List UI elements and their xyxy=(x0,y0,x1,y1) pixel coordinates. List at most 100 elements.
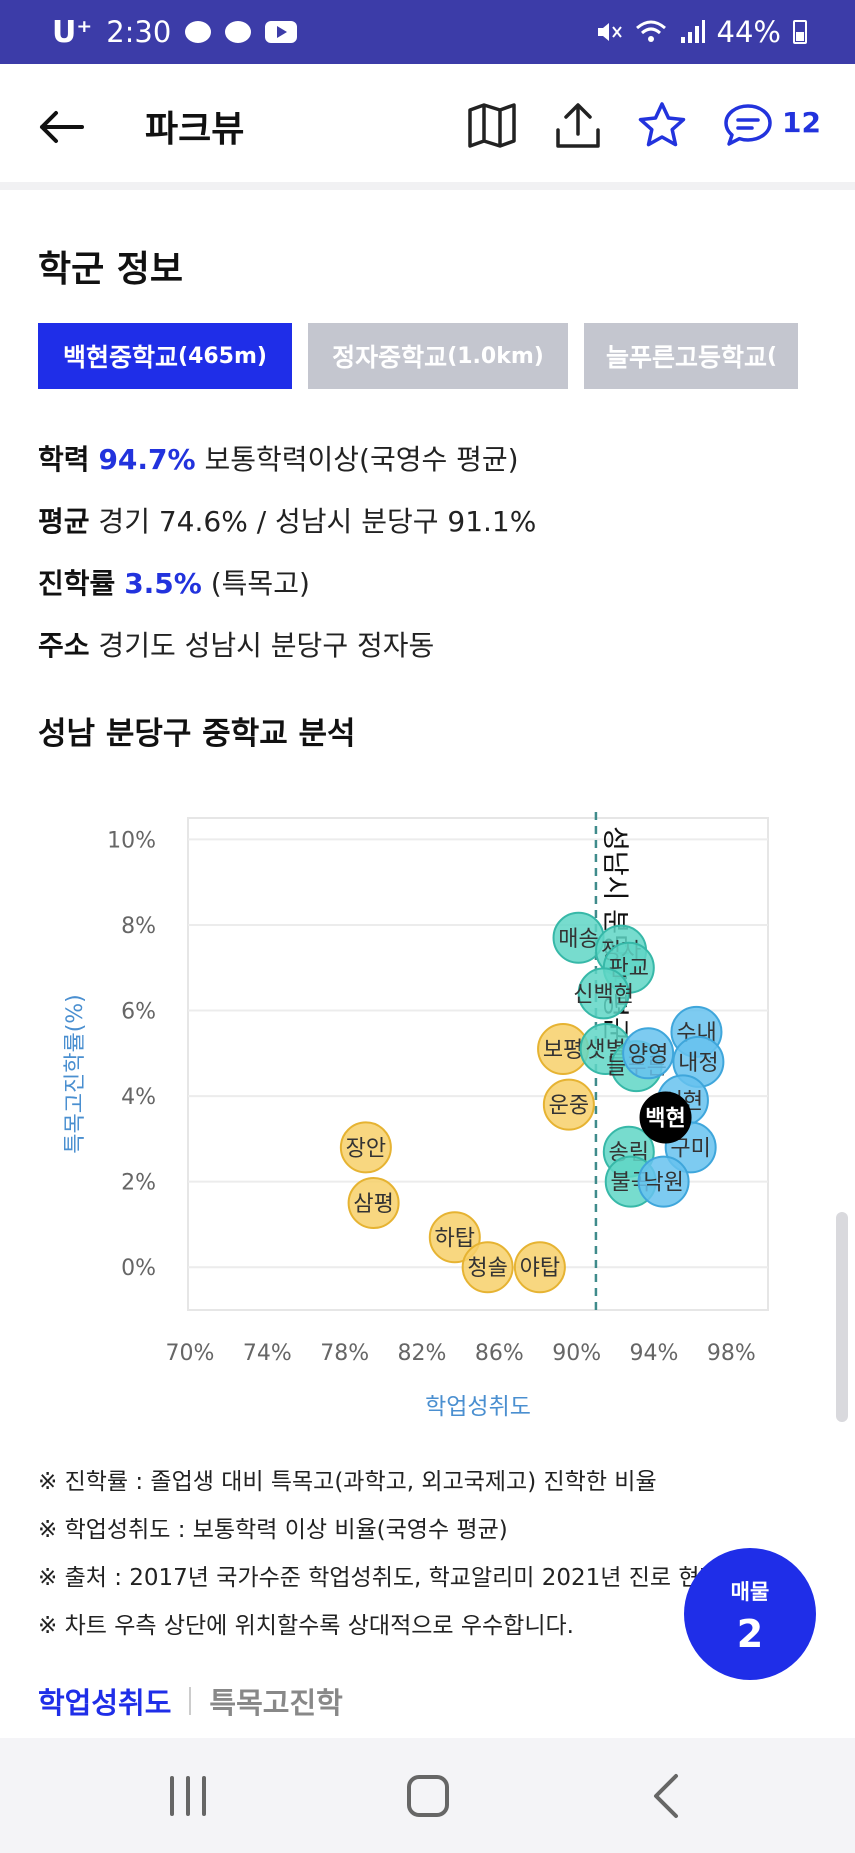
data-point[interactable]: 청솔 xyxy=(461,1241,514,1294)
page-title: 파크뷰 xyxy=(145,109,245,150)
tab-school-neulpureun[interactable]: 늘푸른고등학교( xyxy=(584,323,798,389)
data-point-marker xyxy=(339,1121,392,1174)
facebook-icon xyxy=(225,21,252,43)
info-label: 평균 xyxy=(38,505,90,538)
data-point[interactable]: 매송 xyxy=(552,911,605,964)
data-point-label: 장안 xyxy=(346,1136,386,1161)
y-tick-label: 4% xyxy=(121,1085,156,1110)
data-point-label: 양영 xyxy=(628,1042,668,1067)
x-tick-label: 86% xyxy=(475,1341,524,1366)
y-tick-label: 6% xyxy=(121,1000,156,1025)
tab-school-distance: (1.0km) xyxy=(447,343,544,369)
fab-count: 2 xyxy=(736,1612,764,1656)
x-tick-label: 90% xyxy=(552,1341,601,1366)
y-tick-label: 8% xyxy=(121,914,156,939)
data-point[interactable]: 신백현 xyxy=(573,967,634,1020)
tab-school-name: 늘푸른고등학교 xyxy=(606,343,768,372)
info-label: 주소 xyxy=(38,629,90,662)
data-point-marker xyxy=(542,1078,595,1131)
data-point-marker xyxy=(428,1211,481,1264)
data-point-marker xyxy=(622,1027,675,1080)
data-point-label: 삼평 xyxy=(353,1192,393,1217)
app-header: 파크뷰 12 xyxy=(0,64,855,190)
chat-bubble-icon xyxy=(185,21,212,43)
subtab-advancement[interactable]: 특목고진학 xyxy=(209,1686,343,1720)
data-point[interactable]: 내정 xyxy=(672,1035,725,1088)
data-point-marker xyxy=(639,1091,692,1144)
back-nav-icon[interactable] xyxy=(638,1768,698,1824)
back-arrow-icon[interactable] xyxy=(36,102,86,152)
status-bar: U⁺ 2:30 44% xyxy=(0,0,855,64)
data-point[interactable]: 양영 xyxy=(622,1027,675,1080)
data-point[interactable]: 야탑 xyxy=(513,1241,566,1294)
recent-apps-icon[interactable] xyxy=(158,1768,218,1824)
info-label: 학력 xyxy=(38,443,90,476)
data-point-label: 낙원 xyxy=(643,1171,683,1196)
map-icon[interactable] xyxy=(466,100,518,152)
tab-school-jeongja[interactable]: 정자중학교 (1.0km) xyxy=(308,323,568,389)
scrollbar-thumb[interactable] xyxy=(836,1212,848,1422)
data-point-marker xyxy=(577,967,630,1020)
data-point-label: 백현 xyxy=(645,1106,685,1131)
tab-school-name: 백현중학교 xyxy=(63,343,179,372)
scatter-chart: 10% 8% 6% 4% 2% 0% 70% 74% 78% 82% 86% 90% 94% 98% 학업성… xyxy=(63,812,769,1420)
achievement-suffix: 보통학력이상(국영수 평균) xyxy=(195,443,519,476)
data-point-label: 내정 xyxy=(678,1051,718,1076)
achievement-value: 94.7% xyxy=(98,443,196,476)
data-point-label: 매송 xyxy=(558,927,598,952)
battery-label: 44% xyxy=(716,15,781,49)
data-point-marker xyxy=(513,1241,566,1294)
data-point-marker xyxy=(461,1241,514,1294)
note-achievement: ※ 학업성취도 : 보통학력 이상 비율(국영수 평균) xyxy=(38,1517,508,1543)
y-tick-label: 2% xyxy=(121,1171,156,1196)
data-point[interactable]: 장안 xyxy=(339,1121,392,1174)
note-hint: ※ 차트 우측 상단에 위치할수록 상대적으로 우수합니다. xyxy=(38,1613,574,1639)
home-icon[interactable] xyxy=(398,1768,458,1824)
data-point-label: 청솔 xyxy=(467,1256,507,1281)
share-icon[interactable] xyxy=(552,100,604,152)
signal-icon xyxy=(680,20,705,43)
data-point-label: 보평 xyxy=(543,1038,583,1063)
data-point[interactable]: 낙원 xyxy=(637,1155,690,1208)
info-average: 평균 경기 74.6% / 성남시 분당구 91.1% xyxy=(38,500,536,540)
x-tick-label: 82% xyxy=(398,1341,447,1366)
info-label: 진학률 xyxy=(38,567,116,600)
info-address: 주소 경기도 성남시 분당구 정자동 xyxy=(38,624,434,664)
section-title: 학군 정보 xyxy=(38,249,184,290)
advancement-suffix: (특목고) xyxy=(201,567,310,600)
data-point[interactable]: 삼평 xyxy=(347,1177,400,1230)
x-tick-label: 98% xyxy=(707,1341,756,1366)
tab-school-baekhyun[interactable]: 백현중학교 (465m) xyxy=(38,323,292,389)
advancement-value: 3.5% xyxy=(124,567,202,600)
x-tick-label: 70% xyxy=(166,1341,215,1366)
subtab-achievement[interactable]: 학업성취도 xyxy=(38,1686,172,1720)
data-point-label: 하탑 xyxy=(435,1226,475,1251)
data-point-label: 야탑 xyxy=(520,1256,560,1281)
carrier-label: U⁺ xyxy=(52,14,93,50)
comment-icon[interactable] xyxy=(722,100,774,152)
battery-icon xyxy=(793,20,807,44)
y-tick-label: 0% xyxy=(121,1256,156,1281)
data-point-label: 신백현 xyxy=(573,982,634,1007)
star-icon[interactable] xyxy=(636,100,688,152)
plot-frame xyxy=(187,817,769,1311)
system-nav-bar xyxy=(0,1738,855,1853)
mute-icon xyxy=(597,23,622,41)
x-axis-title: 학업성취도 xyxy=(425,1394,531,1420)
listings-fab-button[interactable]: 매물 2 xyxy=(684,1548,816,1680)
chart-subtabs: 학업성취도 특목고진학 xyxy=(38,1680,343,1722)
tab-school-distance: (465m) xyxy=(178,343,267,369)
data-point[interactable]: 운중 xyxy=(542,1078,595,1131)
y-axis-title: 특목고진학률(%) xyxy=(63,994,88,1154)
chart-title: 성남 분당구 중학교 분석 xyxy=(38,716,356,752)
x-tick-label: 78% xyxy=(320,1341,369,1366)
average-text: 경기 74.6% / 성남시 분당구 91.1% xyxy=(89,505,537,538)
data-point-marker xyxy=(347,1177,400,1230)
x-tick-label: 74% xyxy=(243,1341,292,1366)
data-point[interactable]: 백현 xyxy=(639,1091,692,1144)
tab-school-name: 정자중학교 xyxy=(332,343,448,372)
note-source: ※ 출처 : 2017년 국가수준 학업성취도, 학교알리미 2021년 진로 … xyxy=(38,1565,721,1591)
youtube-icon xyxy=(265,21,298,43)
data-point[interactable]: 하탑 xyxy=(428,1211,481,1264)
